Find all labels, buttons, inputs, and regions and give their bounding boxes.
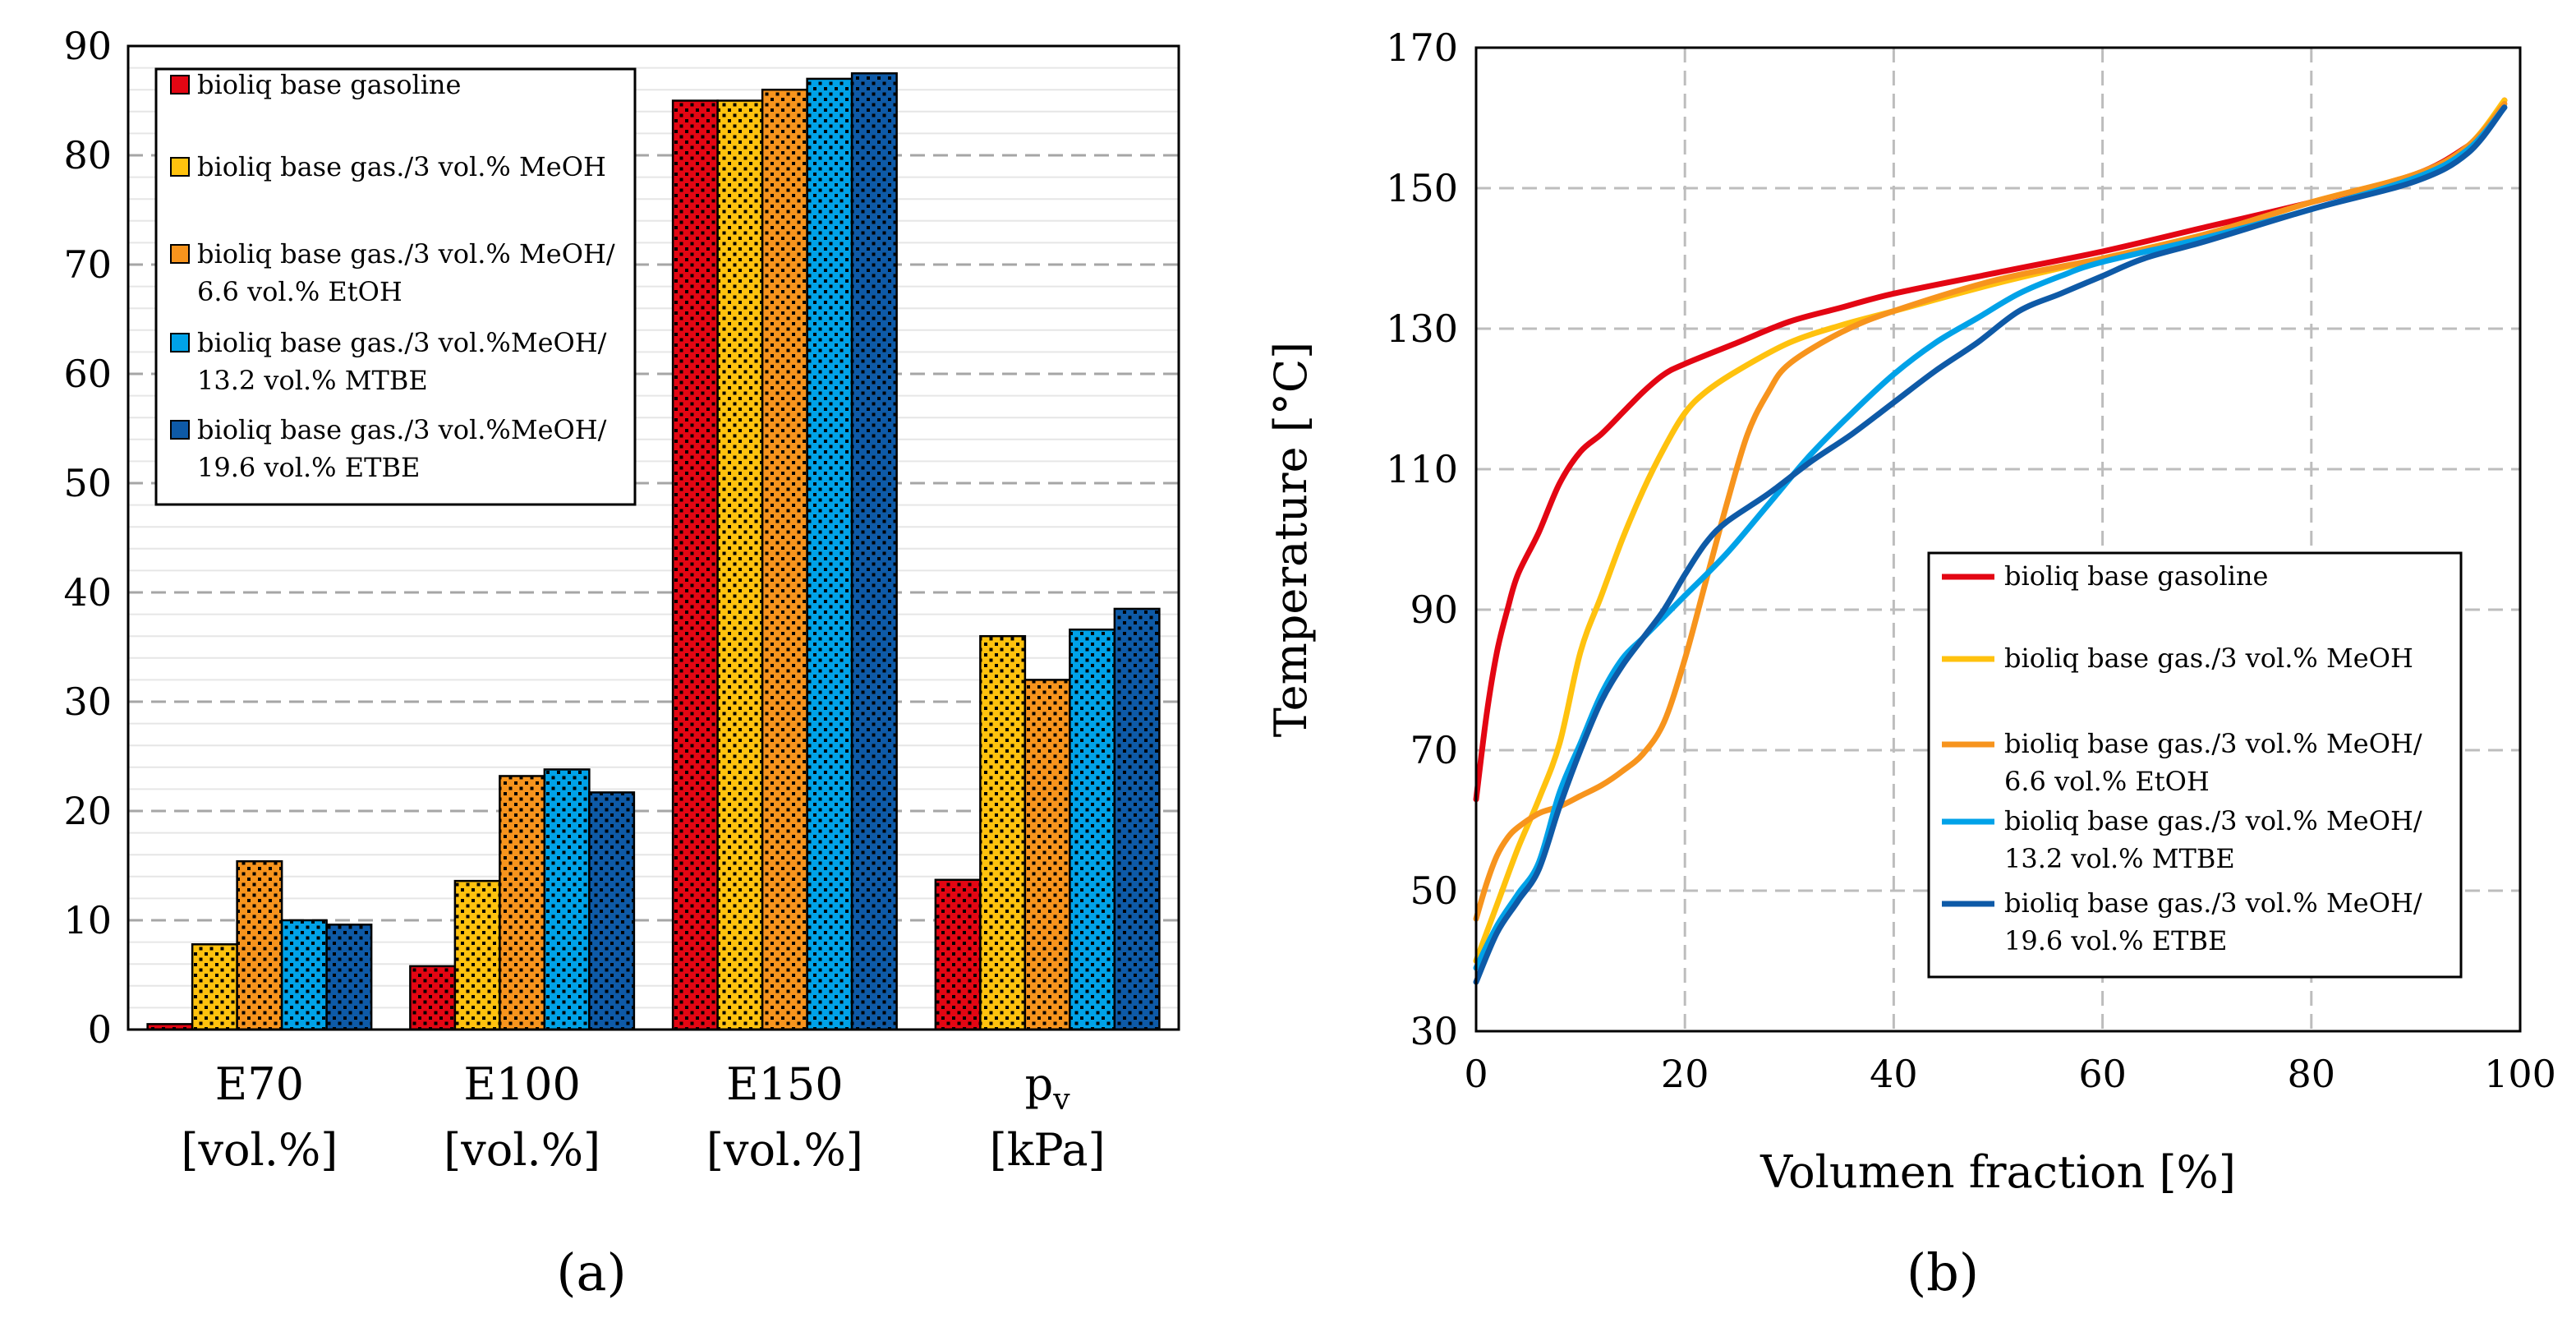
legend-swatch [170,333,190,352]
bar [409,965,457,1031]
legend-label: bioliq base gas./3 vol.% MeOH/ [2004,805,2422,836]
y-tick-label: 10 [63,898,112,942]
bar [191,943,238,1031]
legend-label: 13.2 vol.% MTBE [2004,843,2235,874]
legend-label: bioliq base gas./3 vol.% MeOH/ [2004,728,2422,759]
bar [280,919,328,1031]
category-unit-label: [kPa] [990,1124,1106,1176]
bar [979,634,1027,1031]
legend-label: bioliq base gas./3 vol.% MeOH [197,151,606,182]
category-label: E70 [215,1058,304,1110]
y-tick-label: 60 [63,352,112,396]
panel-label-a: (a) [556,1242,626,1302]
bar [671,99,719,1031]
bar [543,768,591,1031]
category-unit-label: [vol.%] [181,1124,338,1176]
series-line [1473,104,2508,985]
x-tick-label: 40 [1870,1052,1918,1096]
legend-swatch [170,244,190,264]
bar [236,859,283,1031]
plot-frame [1474,46,2522,1033]
x-tick-label: 100 [2484,1052,2556,1096]
category-subscript: v [1052,1083,1070,1117]
x-axis-title: Volumen fraction [%] [1760,1146,2236,1198]
category-unit-label: [vol.%] [444,1124,600,1176]
legend-swatch [170,75,190,94]
plot-frame [126,44,1180,1031]
y-tick-label: 110 [1386,447,1458,491]
legend-label: bioliq base gas./3 vol.% MeOH [2004,643,2413,674]
y-tick-label: 20 [63,789,112,833]
legend: bioliq base gasoline bioliq base gas./3 v… [154,67,637,506]
category-label: E100 [463,1058,581,1110]
y-tick-label: 0 [88,1007,112,1052]
legend-label: bioliq base gasoline [2004,560,2268,592]
legend: bioliq base gasoline bioliq base gas./3 v… [1927,551,2463,979]
line-chart-b: 30 50 70 90 110 130 150 170 0 20 40 60 80 100 Volumen … [1265,25,2556,1198]
legend-label: 6.6 vol.% EtOH [197,276,402,307]
legend-label: 6.6 vol.% EtOH [2004,766,2210,797]
bar [1113,607,1161,1031]
legend-swatch [170,420,190,440]
y-tick-label: 30 [63,680,112,724]
bar [1024,679,1071,1031]
y-tick-label: 70 [63,242,112,287]
bar [850,72,898,1031]
x-tick-label: 20 [1661,1052,1709,1096]
bar [934,878,982,1031]
y-axis-title: Temperature [°C] [1265,342,1317,737]
y-tick-label: 90 [1410,587,1458,632]
legend-label: 13.2 vol.% MTBE [197,365,428,396]
y-tick-label: 50 [1410,869,1458,913]
bar [806,77,853,1031]
y-tick-label: 150 [1386,166,1458,210]
legend-label: 19.6 vol.% ETBE [2004,925,2227,956]
legend-label: bioliq base gasoline [197,69,461,100]
legend-label: bioliq base gas./3 vol.% MeOH/ [2004,887,2422,919]
category-unit-label: [vol.%] [706,1124,863,1176]
bar [1069,628,1116,1031]
series-line [1473,100,2508,922]
category-label: E150 [726,1058,844,1110]
category-label: pv [1025,1058,1071,1117]
bar [716,99,764,1031]
x-tick-label: 60 [2078,1052,2127,1096]
panel-label-b: (b) [1907,1242,1979,1302]
legend-swatch [170,157,190,177]
legend-box [154,67,637,506]
x-tick-label: 80 [2288,1052,2336,1096]
legend-box [1927,551,2463,979]
y-tick-label: 80 [63,133,112,177]
legend-label: 19.6 vol.% ETBE [197,452,420,483]
y-tick-label: 170 [1386,25,1458,70]
y-tick-label: 70 [1410,728,1458,772]
y-tick-label: 130 [1386,306,1458,351]
x-tick-label: 0 [1464,1052,1488,1096]
bar [499,775,546,1031]
legend-label: bioliq base gas./3 vol.% MeOH/ [197,238,615,270]
bar [588,791,636,1031]
y-tick-label: 90 [63,24,112,68]
legend-label: bioliq base gas./3 vol.%MeOH/ [197,327,607,358]
y-tick-label: 30 [1410,1009,1458,1053]
y-tick-label: 40 [63,570,112,615]
y-tick-label: 50 [63,461,112,505]
bar [761,88,808,1031]
bar [325,924,373,1031]
bar [453,879,501,1031]
legend-label: bioliq base gas./3 vol.%MeOH/ [197,414,607,445]
bar-chart-a: 0 10 20 30 40 50 60 70 80 90 E70 [vol.%] E100 [vol.%]… [63,24,1180,1176]
